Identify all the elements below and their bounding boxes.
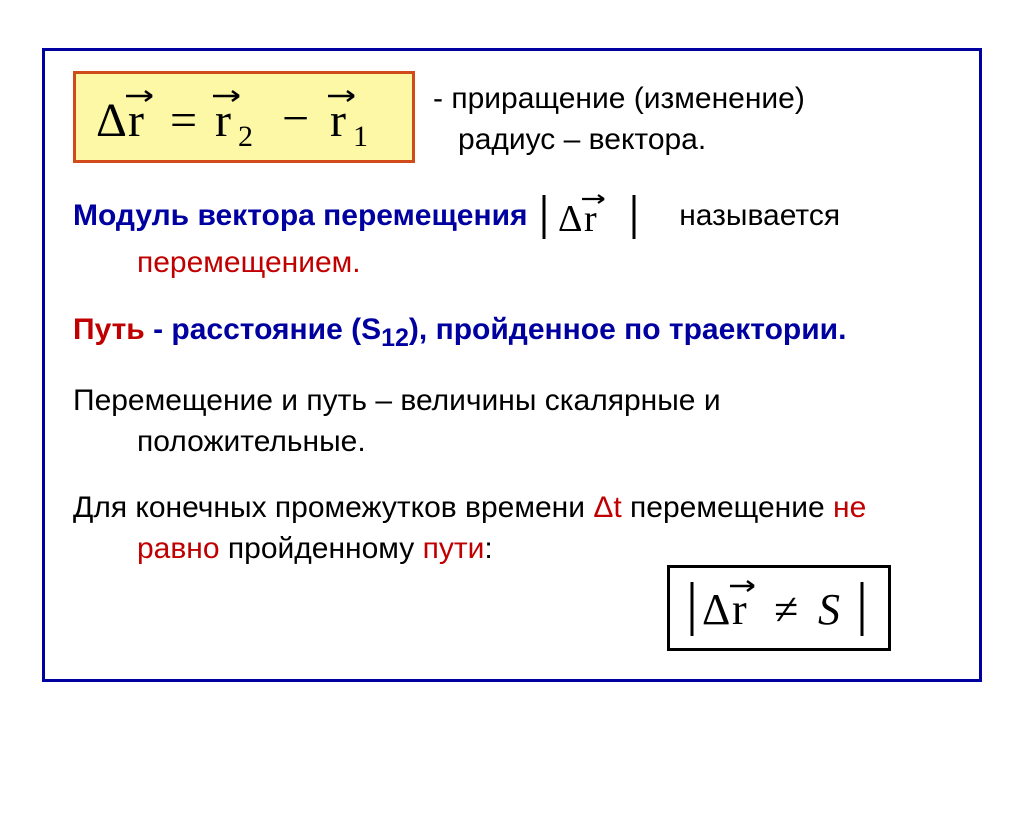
subscript-1: 1 xyxy=(353,120,368,152)
text-path-1: - расстояние (S xyxy=(145,313,381,346)
subscript-2: 2 xyxy=(238,120,253,152)
minus-symbol: − xyxy=(282,92,309,145)
r2-symbol: r xyxy=(215,94,231,147)
text-path-2: ), пройденное по траектории. xyxy=(409,313,847,346)
text-finite-1: Для конечных промежутков времени xyxy=(73,491,593,524)
paragraph-modulus: Модуль вектора перемещения Δ r называетс… xyxy=(73,191,951,284)
text-finite-3: пройденному xyxy=(220,532,423,565)
r1-symbol: r xyxy=(330,94,346,147)
text-finite-2: перемещение xyxy=(622,491,833,524)
r-symbol: r xyxy=(128,94,144,147)
paragraph-finite-time: Для конечных промежутков времени Δt пере… xyxy=(73,488,951,569)
paragraph-scalar: Перемещение и путь – величины скалярные … xyxy=(73,381,951,462)
desc-line1: - приращение (изменение) xyxy=(433,82,805,115)
content-frame: Δ r = r 2 − r 1 - при xyxy=(42,48,982,682)
formula-inequality: Δ r ≠ S xyxy=(667,565,891,651)
delta-symbol: Δ xyxy=(558,198,582,240)
S-symbol: S xyxy=(818,585,840,634)
top-row: Δ r = r 2 − r 1 - при xyxy=(73,71,951,163)
vector-equation-svg: Δ r = r 2 − r 1 xyxy=(90,84,400,152)
text-colon: : xyxy=(484,532,492,565)
paragraph-path: Путь - расстояние (S12), пройденное по т… xyxy=(73,310,951,356)
r-symbol: r xyxy=(732,585,747,634)
text-called: называется xyxy=(679,199,840,232)
neq-symbol: ≠ xyxy=(774,585,798,634)
r-symbol: r xyxy=(584,198,597,240)
text-path-label: Путь xyxy=(73,313,145,346)
equals-symbol: = xyxy=(170,94,197,147)
text-not-equal: не xyxy=(833,491,866,524)
desc-line2: радиус – вектора. xyxy=(458,123,706,156)
text-modulus: Модуль вектора перемещения xyxy=(73,199,536,232)
text-displacement: перемещением. xyxy=(73,243,361,284)
text-path-word: пути xyxy=(423,532,485,565)
text-dt: Δt xyxy=(593,491,621,524)
subscript-12: 12 xyxy=(381,324,409,352)
formula-description: - приращение (изменение) радиус – вектор… xyxy=(433,71,805,160)
formula-delta-r: Δ r = r 2 − r 1 xyxy=(73,71,415,163)
inequality-svg: Δ r ≠ S xyxy=(684,576,874,642)
delta-symbol: Δ xyxy=(702,585,730,634)
bottom-row: Δ r ≠ S xyxy=(73,565,951,651)
text-scalar: Перемещение и путь – величины скалярные … xyxy=(73,384,721,458)
text-not-equal-2: равно xyxy=(137,532,220,565)
delta-symbol: Δ xyxy=(96,94,127,147)
abs-delta-r-svg: Δ r xyxy=(536,191,646,243)
